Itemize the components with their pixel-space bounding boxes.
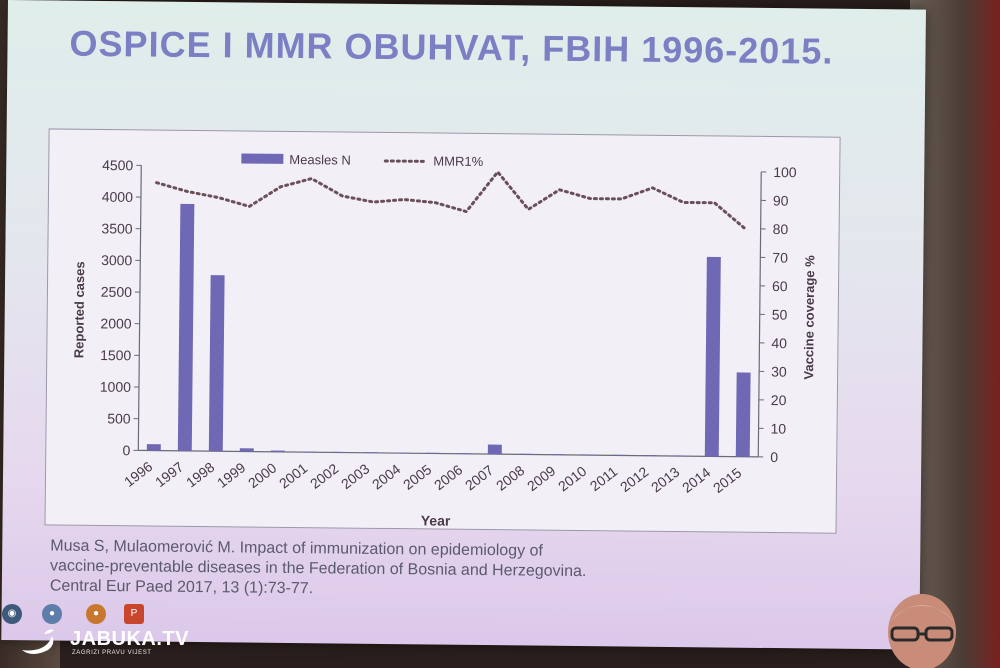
y-axis-left [137, 165, 142, 451]
y2-tick-label: 10 [770, 421, 786, 437]
x-tick-label: 1999 [214, 459, 249, 491]
watermark-tagline: ZAGRIZI PRAVU VIJEST [72, 650, 152, 656]
x-tick-label: 2004 [369, 461, 404, 493]
x-tick-label: 2000 [245, 459, 280, 491]
x-tick-label: 2008 [493, 462, 528, 494]
x-axis-title: Year [421, 512, 451, 528]
bar-measles [146, 444, 161, 451]
y2-tick-label: 100 [773, 164, 797, 180]
y-tick-label: 3500 [101, 220, 133, 236]
y2-tick-label: 60 [772, 278, 788, 294]
y-tick-label: 1500 [100, 347, 132, 363]
y2-tick-label: 50 [772, 307, 788, 323]
slide-title: OSPICE I MMR OBUHVAT, FBIH 1996-2015. [69, 22, 834, 72]
presenter-head [888, 594, 956, 668]
legend-swatch-measles [241, 153, 284, 164]
line-mmr1 [155, 169, 747, 231]
y-axis-title: Reported cases [71, 261, 87, 358]
y-tick-label: 1000 [100, 379, 132, 395]
bar-measles [487, 444, 502, 455]
chrome-icon[interactable]: ● [42, 604, 62, 624]
citation: Musa S, Mulaomerović M. Impact of immuni… [50, 536, 751, 603]
y2-tick-label: 90 [773, 193, 789, 209]
bar-measles [301, 451, 316, 453]
bar-measles [425, 452, 440, 454]
bar-measles [239, 448, 254, 452]
y2-tick-label: 80 [773, 221, 789, 237]
x-tick-label: 2014 [679, 464, 714, 496]
x-tick-label: 1997 [152, 458, 187, 490]
bar-measles [611, 454, 626, 456]
bar-measles [580, 454, 595, 456]
y2-axis-title: Vaccine coverage % [801, 255, 817, 380]
x-tick-label: 2006 [431, 461, 466, 493]
x-tick-label: 2012 [617, 463, 652, 495]
y2-tick-label: 40 [771, 335, 787, 351]
bar-measles [735, 372, 751, 457]
bar-measles [394, 452, 409, 454]
y-tick-label: 4000 [102, 189, 134, 205]
bar-measles [518, 453, 533, 455]
y2-tick-label: 0 [770, 449, 778, 465]
x-tick-label: 1996 [121, 458, 156, 490]
x-tick-label: 2002 [307, 460, 342, 492]
powerpoint-icon[interactable]: P [124, 604, 144, 624]
x-axis [138, 449, 759, 458]
x-tick-label: 2001 [276, 460, 311, 492]
bar-measles [270, 450, 285, 452]
bar-measles [363, 452, 378, 453]
y-tick-label: 0 [122, 442, 130, 458]
presentation-slide: OSPICE I MMR OBUHVAT, FBIH 1996-2015. 0 5… [1, 0, 926, 650]
measles-coverage-chart: 0 500 1000 1500 2000 2500 3000 3500 4000 4500 0 10 2… [71, 152, 817, 529]
y2-tick-label: 20 [771, 392, 787, 408]
x-tick-label: 2013 [648, 464, 683, 496]
y-tick-label: 3000 [101, 252, 133, 268]
bar-measles [704, 256, 721, 457]
x-tick-label: 2015 [710, 464, 745, 496]
y2-tick-label: 30 [771, 364, 787, 380]
projector-wall-right [910, 0, 1000, 668]
x-tick-label: 2005 [400, 461, 435, 493]
bar-measles [456, 453, 471, 454]
y2-tick-label: 70 [772, 250, 788, 266]
bar-measles [549, 454, 564, 455]
x-tick-label: 2007 [462, 462, 497, 494]
watermark: JABUKA.TV ZAGRIZI PRAVU VIJEST [18, 626, 218, 662]
os-icon[interactable]: ◉ [2, 604, 22, 624]
bar-measles [332, 451, 347, 453]
y-tick-label: 2500 [101, 284, 133, 300]
x-tick-label: 2011 [587, 463, 621, 494]
bar-measles [177, 203, 195, 451]
bar-measles [673, 455, 688, 457]
x-tick-label: 2009 [524, 462, 559, 494]
bar-measles [208, 275, 225, 452]
bar-measles [642, 455, 657, 456]
watermark-brand: JABUKA.TV [70, 628, 189, 650]
taskbar: ◉ ● ● P [0, 598, 170, 634]
legend-label-mmr1: MMR1% [433, 153, 483, 169]
apple-logo-icon [22, 629, 54, 654]
chart-container: 0 500 1000 1500 2000 2500 3000 3500 4000 4500 0 10 2… [44, 128, 841, 534]
y-tick-label: 4500 [102, 157, 134, 173]
browser-icon[interactable]: ● [86, 604, 106, 624]
x-tick-label: 2010 [555, 463, 590, 495]
x-tick-label: 2003 [338, 460, 373, 492]
x-tick-label: 1998 [183, 459, 218, 491]
y-tick-label: 2000 [100, 315, 132, 331]
y-tick-label: 500 [107, 410, 131, 426]
legend-label-measles: Measles N [289, 152, 351, 168]
